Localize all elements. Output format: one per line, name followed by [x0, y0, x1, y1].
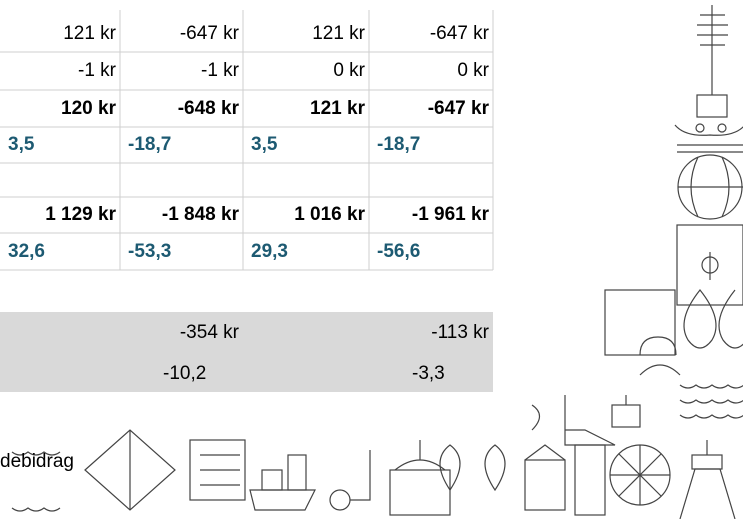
table-cell: -56,6 [369, 233, 493, 270]
table-cell: 3,5 [0, 127, 120, 163]
table-cell: -647 kr [369, 15, 493, 52]
table-cell: -1 961 kr [369, 197, 493, 233]
table-cell: 121 kr [243, 15, 369, 52]
summary-cell: -10,2 [155, 355, 278, 393]
table-cell: -18,7 [120, 127, 243, 163]
table-cell: -1 kr [0, 52, 120, 90]
table-cell: 32,6 [0, 233, 120, 270]
table-cell: -647 kr [369, 90, 493, 127]
table-cell: 0 kr [243, 52, 369, 90]
table-cell: -1 848 kr [120, 197, 243, 233]
spreadsheet-view: 121 kr-647 kr121 kr-647 kr-1 kr-1 kr0 kr… [0, 0, 743, 519]
table-cell: 1 129 kr [0, 197, 120, 233]
table-cell: -648 kr [120, 90, 243, 127]
table-cell: 29,3 [243, 233, 369, 270]
table-cell: 120 kr [0, 90, 120, 127]
table-cell: -18,7 [369, 127, 493, 163]
table-cell: 1 016 kr [243, 197, 369, 233]
table-cell: 121 kr [243, 90, 369, 127]
summary-cell: -113 kr [369, 314, 493, 352]
table-cell: -647 kr [120, 15, 243, 52]
table-cell: -1 kr [120, 52, 243, 90]
table-cell: 121 kr [0, 15, 120, 52]
summary-cell: -3,3 [404, 355, 528, 393]
table-cell: -53,3 [120, 233, 243, 270]
footer-text: debidrag [0, 451, 74, 473]
table-cell: 0 kr [369, 52, 493, 90]
table-cell: 3,5 [243, 127, 369, 163]
summary-cell: -354 kr [120, 314, 243, 352]
